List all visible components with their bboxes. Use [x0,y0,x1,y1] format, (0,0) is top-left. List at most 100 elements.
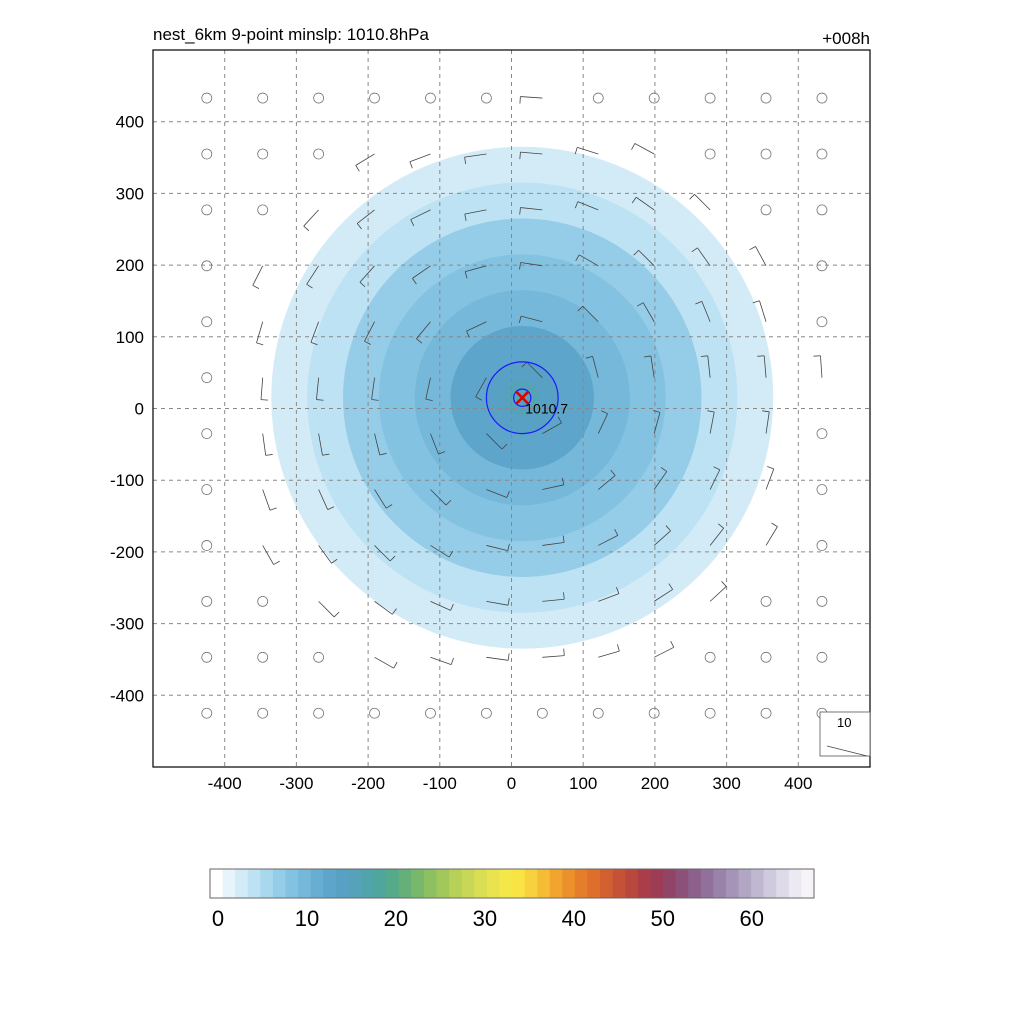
x-tick-label: 100 [569,774,597,793]
calm-circle [481,92,492,104]
wind-barb [598,650,620,658]
calm-circle [760,651,772,663]
y-tick-label: 0 [135,400,144,419]
wind-barb-feather [585,356,593,359]
wind-barb [364,321,375,342]
wind-barb-feather [364,340,371,345]
wind-barb-feather [410,219,415,227]
wind-barb [430,545,450,558]
wind-barb-feather [717,523,724,529]
wind-barb-feather [412,278,417,285]
calm-circle [816,651,828,663]
wind-barb-feather [379,452,387,456]
wind-barb [697,247,711,267]
calm-circle [760,204,772,216]
wind-barb [520,262,543,267]
wind-barb-feather [389,555,396,562]
calm-circle [592,707,604,719]
x-tick-label: 0 [507,774,516,793]
colorbar-swatch [763,869,777,898]
wind-barb-feather [507,653,510,661]
wind-barb [318,601,335,618]
wind-barb-feather [438,451,446,455]
x-tick-label: -200 [351,774,385,793]
colorbar-swatch [600,869,614,898]
colorbar-swatch [411,869,425,898]
wind-barb-feather [506,490,510,498]
calm-circle [201,204,213,216]
colorbar [210,869,815,898]
calm-circle [816,540,828,551]
calm-circle [816,148,828,160]
wind-barb-feather [252,285,260,289]
wind-barb [252,265,264,286]
colorbar-tick-label: 30 [473,906,497,931]
wind-barb [486,489,508,498]
colorbar-tick-label: 50 [651,906,675,931]
wind-barb-feather [316,399,324,401]
colorbar-swatch [801,869,815,898]
wind-barbs [201,92,828,719]
wind-barb-feather [393,661,398,669]
wind-barb [542,542,565,546]
colorbar-swatch [675,869,689,898]
wind-barb-feather [265,454,273,456]
colorbar-swatch [373,869,387,898]
wind-barb [520,96,543,99]
wind-barb [412,265,431,279]
wind-barb [709,469,721,490]
colorbar-swatch [650,869,664,898]
reference-vector-box [819,711,871,757]
colorbar-swatch [298,869,312,898]
colorbar-swatch [499,869,513,898]
wind-barb-feather [660,467,667,472]
x-tick-label: 300 [712,774,740,793]
wind-barb-feather [561,477,565,485]
calm-circle [425,92,436,104]
wind-barb-feather [721,581,727,587]
wind-barb-feather [633,249,639,256]
y-tick-label: -200 [110,543,144,562]
wind-barb [256,321,264,343]
y-tick-label: -100 [110,471,144,490]
wind-barb [642,302,655,322]
colorbar-swatch [285,869,299,898]
wind-barb-feather [617,644,620,652]
wind-barb [820,355,823,378]
wind-barb [765,411,770,434]
wind-barb [709,586,727,602]
colorbar-tick-label: 10 [295,906,319,931]
wind-barb-feather [691,247,698,253]
wind-barb [486,545,508,552]
wind-barb [578,254,599,267]
wind-barb [410,209,431,220]
colorbar-tick-label: 40 [562,906,586,931]
colorbar-swatch [260,869,274,898]
calm-circle [313,92,325,104]
calm-circle [760,148,772,160]
wind-barb [582,305,599,323]
calm-circle [816,595,828,607]
x-tick-label: 200 [641,774,669,793]
calm-circle [425,707,436,719]
wind-barb-feather [507,598,510,606]
wind-barb-feather [475,396,482,401]
pressure-contour [485,361,559,435]
reference-vector-arrow [826,745,868,757]
wind-barb-feather [310,341,318,346]
wind-barb-feather [327,506,335,510]
wind-barb [597,413,609,434]
colorbar-swatch [323,869,337,898]
wind-barb [260,377,264,400]
wind-barb-feather [260,399,269,401]
wind-barb-feather [331,558,338,564]
wind-barb-feather [322,453,330,456]
wind-barb-feather [450,657,454,665]
colorbar-swatch [361,869,375,898]
calm-circle [816,260,828,272]
wind-barb-feather [371,399,379,401]
wind-barb-feather [614,528,619,536]
colorbar-swatch [537,869,551,898]
wind-barb [520,207,543,211]
wind-barb [430,601,451,611]
